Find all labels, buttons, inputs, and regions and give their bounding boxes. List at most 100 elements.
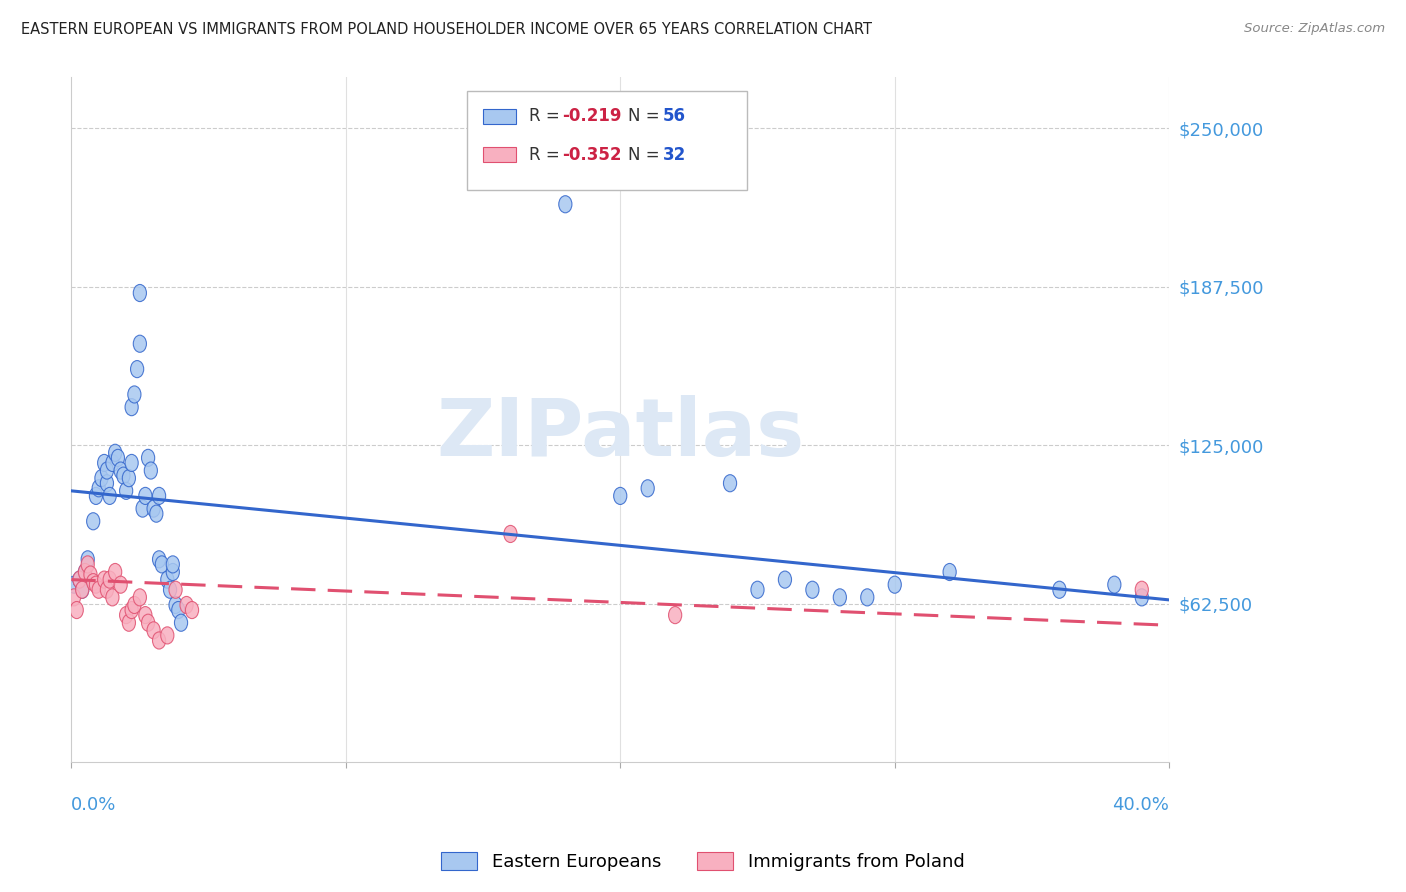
- Ellipse shape: [122, 469, 135, 487]
- Ellipse shape: [1108, 576, 1121, 593]
- Text: N =: N =: [628, 107, 665, 126]
- Ellipse shape: [120, 607, 132, 624]
- Ellipse shape: [84, 566, 97, 583]
- Ellipse shape: [148, 622, 160, 639]
- Ellipse shape: [180, 597, 193, 614]
- Ellipse shape: [87, 574, 100, 591]
- Ellipse shape: [134, 285, 146, 301]
- Ellipse shape: [503, 525, 517, 542]
- Ellipse shape: [155, 556, 169, 573]
- Ellipse shape: [76, 582, 89, 599]
- Ellipse shape: [145, 462, 157, 479]
- Ellipse shape: [111, 450, 125, 467]
- Text: Source: ZipAtlas.com: Source: ZipAtlas.com: [1244, 22, 1385, 36]
- Ellipse shape: [186, 601, 198, 619]
- Text: -0.352: -0.352: [562, 145, 621, 164]
- Ellipse shape: [67, 576, 80, 593]
- Ellipse shape: [82, 556, 94, 573]
- Ellipse shape: [93, 480, 105, 497]
- Ellipse shape: [169, 582, 183, 599]
- Ellipse shape: [70, 601, 83, 619]
- Ellipse shape: [114, 462, 127, 479]
- Ellipse shape: [134, 589, 146, 606]
- Ellipse shape: [90, 576, 103, 593]
- Ellipse shape: [76, 582, 89, 599]
- Ellipse shape: [131, 360, 143, 377]
- Ellipse shape: [73, 571, 86, 588]
- Text: 56: 56: [664, 107, 686, 126]
- Ellipse shape: [125, 601, 138, 619]
- Ellipse shape: [79, 564, 91, 581]
- Ellipse shape: [751, 582, 763, 599]
- Ellipse shape: [889, 576, 901, 593]
- Ellipse shape: [122, 615, 135, 632]
- Y-axis label: Householder Income Over 65 years: Householder Income Over 65 years: [93, 285, 108, 556]
- Text: 32: 32: [664, 145, 686, 164]
- Ellipse shape: [125, 399, 138, 416]
- Ellipse shape: [152, 487, 166, 505]
- Ellipse shape: [806, 582, 818, 599]
- Ellipse shape: [100, 462, 114, 479]
- Ellipse shape: [166, 564, 180, 581]
- Ellipse shape: [142, 450, 155, 467]
- Text: 40.0%: 40.0%: [1112, 797, 1170, 814]
- Text: 0.0%: 0.0%: [72, 797, 117, 814]
- Text: EASTERN EUROPEAN VS IMMIGRANTS FROM POLAND HOUSEHOLDER INCOME OVER 65 YEARS CORR: EASTERN EUROPEAN VS IMMIGRANTS FROM POLA…: [21, 22, 872, 37]
- FancyBboxPatch shape: [484, 109, 516, 124]
- Ellipse shape: [93, 582, 105, 599]
- Ellipse shape: [128, 597, 141, 614]
- Ellipse shape: [163, 582, 177, 599]
- Ellipse shape: [1135, 582, 1149, 599]
- Ellipse shape: [166, 556, 180, 573]
- Ellipse shape: [105, 589, 120, 606]
- Ellipse shape: [134, 335, 146, 352]
- Ellipse shape: [105, 454, 120, 472]
- Ellipse shape: [834, 589, 846, 606]
- Ellipse shape: [108, 564, 122, 581]
- Ellipse shape: [613, 487, 627, 505]
- FancyBboxPatch shape: [467, 91, 747, 190]
- Ellipse shape: [114, 576, 127, 593]
- Ellipse shape: [724, 475, 737, 491]
- Ellipse shape: [1053, 582, 1066, 599]
- Text: R =: R =: [529, 107, 565, 126]
- Ellipse shape: [136, 500, 149, 517]
- Text: -0.219: -0.219: [562, 107, 621, 126]
- Ellipse shape: [100, 582, 114, 599]
- FancyBboxPatch shape: [484, 147, 516, 162]
- Ellipse shape: [94, 469, 108, 487]
- Ellipse shape: [160, 627, 174, 644]
- Ellipse shape: [558, 195, 572, 213]
- Ellipse shape: [139, 487, 152, 505]
- Ellipse shape: [97, 454, 111, 472]
- Ellipse shape: [79, 564, 91, 581]
- Text: N =: N =: [628, 145, 665, 164]
- Ellipse shape: [120, 483, 132, 500]
- Legend: Eastern Europeans, Immigrants from Poland: Eastern Europeans, Immigrants from Polan…: [434, 845, 972, 879]
- Ellipse shape: [103, 571, 117, 588]
- Ellipse shape: [108, 444, 122, 461]
- Ellipse shape: [152, 550, 166, 568]
- Ellipse shape: [169, 597, 183, 614]
- Ellipse shape: [860, 589, 875, 606]
- Ellipse shape: [160, 571, 174, 588]
- Ellipse shape: [125, 454, 138, 472]
- Ellipse shape: [82, 550, 94, 568]
- Ellipse shape: [1135, 589, 1149, 606]
- Ellipse shape: [97, 571, 111, 588]
- Ellipse shape: [174, 615, 187, 632]
- Ellipse shape: [103, 487, 117, 505]
- Ellipse shape: [87, 513, 100, 530]
- Ellipse shape: [150, 505, 163, 522]
- Ellipse shape: [668, 607, 682, 624]
- Ellipse shape: [139, 607, 152, 624]
- Ellipse shape: [90, 487, 103, 505]
- Ellipse shape: [943, 564, 956, 581]
- Ellipse shape: [67, 589, 80, 606]
- Ellipse shape: [172, 601, 184, 619]
- Ellipse shape: [128, 386, 141, 403]
- Ellipse shape: [148, 500, 160, 517]
- Ellipse shape: [142, 615, 155, 632]
- Ellipse shape: [117, 467, 129, 484]
- Text: R =: R =: [529, 145, 565, 164]
